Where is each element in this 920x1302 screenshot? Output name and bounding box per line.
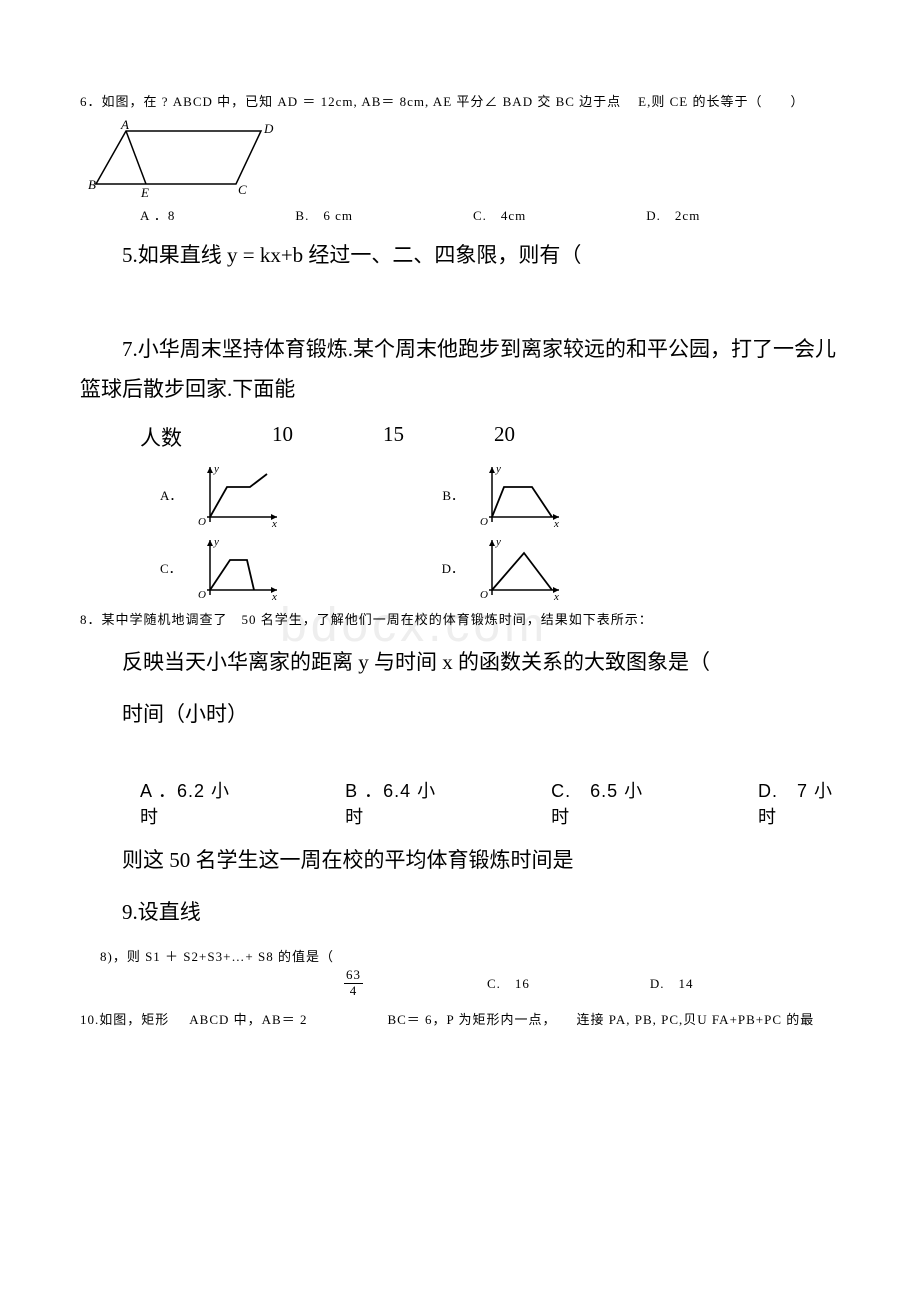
q9-title: 9.设直线 xyxy=(80,893,840,933)
q8-line2: 时间（小时） xyxy=(80,695,840,735)
graph-A-svg: O x y xyxy=(192,462,282,527)
q9-optC: C. 16 xyxy=(487,972,530,995)
q9-options: 63 4 C. 16 D. 14 xyxy=(340,968,840,998)
graph-row-1: A． O x y B． O x y xyxy=(160,462,840,527)
spacer2 xyxy=(80,747,840,767)
label-E: E xyxy=(140,185,149,199)
q9-optD: D. 14 xyxy=(650,972,694,995)
q6-optB: B. 6 cm xyxy=(295,205,353,224)
graph-A-label: A． xyxy=(160,485,182,504)
spacer xyxy=(80,288,840,318)
q8-optD: D. 7 小时 xyxy=(758,777,840,829)
label-D: D xyxy=(263,121,274,136)
svg-text:O: O xyxy=(198,589,206,600)
people-c3: 20 xyxy=(494,422,515,452)
page-container: 6．如图，在 ? ABCD 中，已知 AD ＝ 12cm, AB＝ 8cm, A… xyxy=(0,0,920,1071)
people-row: 人数 10 15 20 xyxy=(140,422,840,452)
svg-text:O: O xyxy=(198,516,206,527)
svg-text:O: O xyxy=(480,589,488,600)
parallelogram-svg: A D B E C xyxy=(86,119,286,199)
graph-D-label: D． xyxy=(442,558,464,577)
q8-optA: A ．6.2 小时 xyxy=(140,777,235,829)
svg-text:y: y xyxy=(213,463,219,475)
q10-mid1: ABCD 中，AB＝ 2 xyxy=(189,1008,307,1031)
q10-prefix: 10.如图，矩形 xyxy=(80,1008,169,1031)
q6-diagram: A D B E C xyxy=(86,119,840,199)
q9-small: 8)，则 S1 ＋ S2+S3+…+ S8 的值是（ xyxy=(100,945,840,968)
svg-text:x: x xyxy=(271,518,277,527)
graph-C: C． O x y xyxy=(160,535,282,600)
q9-frac-num: 63 xyxy=(344,968,363,983)
watermark-wrap: bdocx.com 8．某中学随机地调查了 50 名学生，了解他们一周在校的体育… xyxy=(80,608,840,631)
svg-text:x: x xyxy=(271,591,277,600)
q8-optB: B ．6.4 小时 xyxy=(345,777,441,829)
graph-C-svg: O x y xyxy=(192,535,282,600)
q6-prefix: 6．如图，在 ? ABCD 中，已知 AD ＝ 12cm, AB＝ 8cm, A… xyxy=(80,94,621,109)
q9-fraction: 63 4 xyxy=(344,968,363,998)
graph-A: A． O x y xyxy=(160,462,282,527)
label-B: B xyxy=(88,177,96,192)
graph-D-svg: O x y xyxy=(474,535,564,600)
q8-optC: C. 6.5 小时 xyxy=(551,777,648,829)
people-label: 人数 xyxy=(140,422,182,452)
svg-text:x: x xyxy=(553,518,559,527)
q6-text: 6．如图，在 ? ABCD 中，已知 AD ＝ 12cm, AB＝ 8cm, A… xyxy=(80,90,840,113)
label-A: A xyxy=(120,119,129,132)
svg-text:x: x xyxy=(553,591,559,600)
graph-D: D． O x y xyxy=(442,535,564,600)
people-c1: 10 xyxy=(272,422,293,452)
q7-text: 7.小华周末坚持体育锻炼.某个周末他跑步到离家较远的和平公园，打了一会儿篮球后散… xyxy=(80,330,840,410)
svg-text:y: y xyxy=(213,536,219,548)
q10-mid2: BC＝ 6，P 为矩形内一点， xyxy=(387,1008,556,1031)
graph-B-label: B． xyxy=(442,485,464,504)
q6-optD: D. 2cm xyxy=(646,205,700,224)
graph-C-label: C． xyxy=(160,558,182,577)
q6-optA: A ．8 xyxy=(140,205,175,224)
q9-frac-den: 4 xyxy=(350,984,358,998)
q7-line2: 反映当天小华离家的距离 y 与时间 x 的函数关系的大致图象是（ xyxy=(80,643,840,683)
q6-options: A ．8 B. 6 cm C. 4cm D. 2cm xyxy=(140,205,840,224)
people-c2: 15 xyxy=(383,422,404,452)
q10-line: 10.如图，矩形 ABCD 中，AB＝ 2 BC＝ 6，P 为矩形内一点， 连接… xyxy=(80,1008,840,1031)
graph-row-2: C． O x y D． O x y xyxy=(160,535,840,600)
q5-text: 5.如果直线 y = kx+b 经过一、二、四象限，则有（ xyxy=(80,236,840,276)
svg-text:y: y xyxy=(495,536,501,548)
q8-line3: 则这 50 名学生这一周在校的平均体育锻炼时间是 xyxy=(80,841,840,881)
graph-B-svg: O x y xyxy=(474,462,564,527)
svg-text:O: O xyxy=(480,516,488,527)
q10-suffix: 连接 PA, PB, PC,贝U FA+PB+PC 的最 xyxy=(577,1008,815,1031)
q6-suffix: E,则 CE 的长等于（ ） xyxy=(638,94,804,109)
graph-B: B． O x y xyxy=(442,462,564,527)
svg-text:y: y xyxy=(495,463,501,475)
q8-small: 8．某中学随机地调查了 50 名学生，了解他们一周在校的体育锻炼时间，结果如下表… xyxy=(80,608,840,631)
q6-optC: C. 4cm xyxy=(473,205,526,224)
label-C: C xyxy=(238,182,247,197)
q8-options: A ．6.2 小时 B ．6.4 小时 C. 6.5 小时 D. 7 小时 xyxy=(140,777,840,829)
